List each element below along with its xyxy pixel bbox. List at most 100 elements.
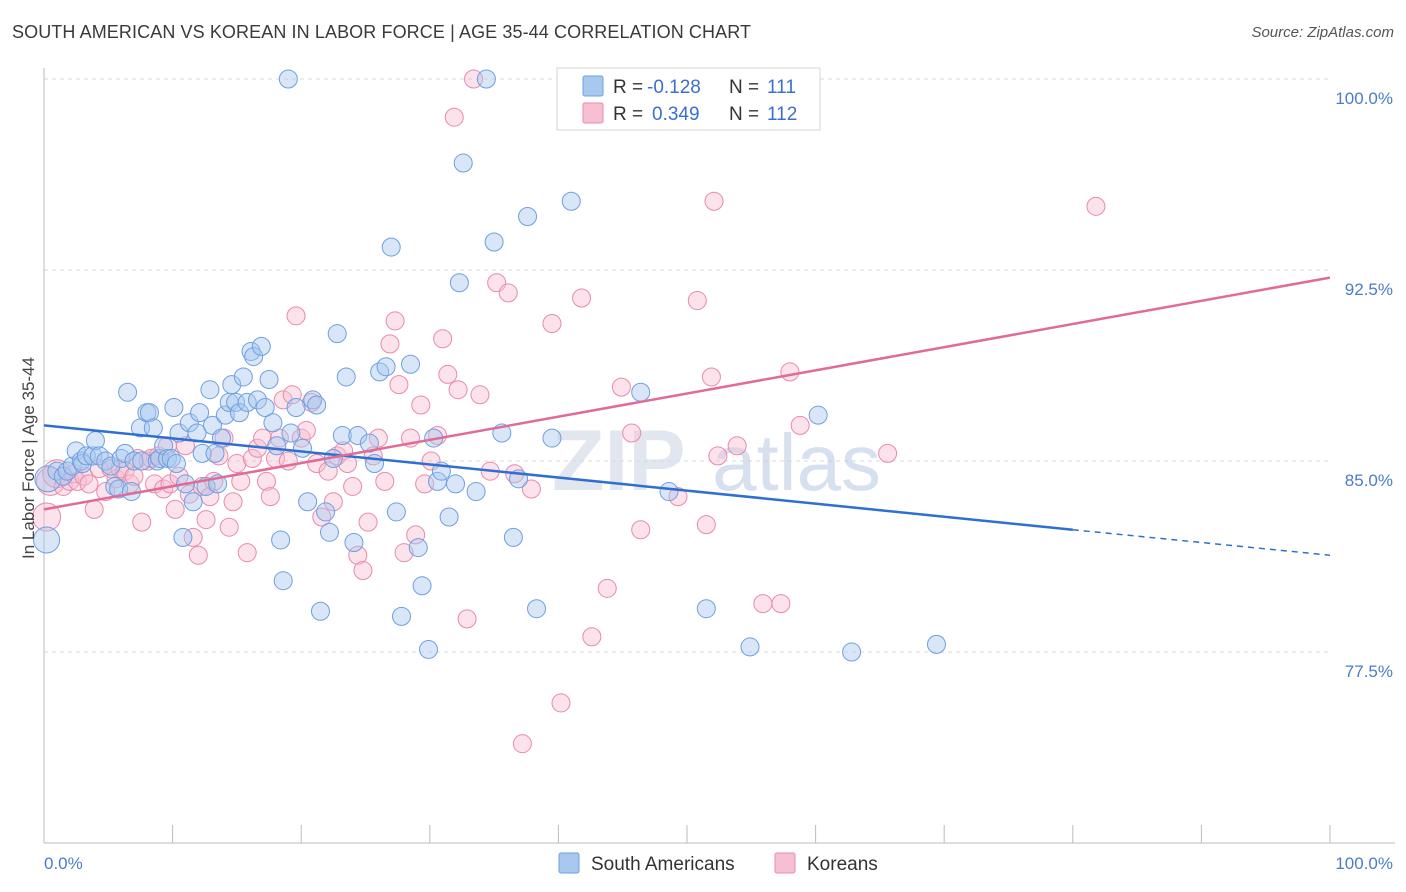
korean-point [188,545,208,565]
south-american-point [310,601,330,621]
south-american-point [316,502,336,522]
korean-point [343,476,363,496]
korean-point [611,377,631,397]
korean-point [780,362,800,382]
korean-point [444,107,464,127]
bottom-legend-label-south-americans: South Americans [591,854,735,875]
korean-point [457,609,477,629]
korean-point [318,461,338,481]
korean-point [385,311,405,331]
korean-point [237,543,257,563]
south-american-trend-extension [1072,529,1331,556]
south-american-point [83,446,103,466]
korean-point [375,471,395,491]
south-american-point [281,423,301,443]
south-american-point [251,336,271,356]
korean-point [696,515,716,535]
south-american-points [33,69,946,662]
korean-point [701,367,721,387]
south-american-point [484,232,504,252]
watermark: ZIP atlas [552,413,881,509]
korean-point [687,291,707,311]
south-american-point [319,522,339,542]
south-american-point [449,273,469,293]
korean-point [132,512,152,532]
korean-point [196,510,216,530]
south-american-point [466,482,486,502]
south-american-point [542,428,562,448]
y-tick-label-2: 92.5% [1345,280,1393,299]
south-american-point [263,413,283,433]
korean-point [32,502,62,532]
korean-point [790,415,810,435]
south-american-point [348,426,368,446]
south-american-point [808,405,828,425]
korean-point [389,375,409,395]
south-american-point [161,448,181,468]
south-american-point [926,634,946,654]
x-tick-label-min: 0.0% [44,854,83,873]
korean-point [231,471,251,491]
trend-lines [43,276,1331,556]
legend-r-label-2: R = [613,104,643,125]
south-american-point [376,357,396,377]
south-american-point [439,507,459,527]
south-american-point [386,502,406,522]
korean-point [470,385,490,405]
south-american-point [359,433,379,453]
korean-point [448,380,468,400]
chart-title: SOUTH AMERICAN VS KOREAN IN LABOR FORCE … [12,22,752,42]
y-tick-label-0: 77.5% [1345,662,1393,681]
south-american-point [408,538,428,558]
south-american-point [183,492,203,512]
south-american-point [118,382,138,402]
korean-point [358,512,378,532]
korean-point [631,520,651,540]
korean-point [542,313,562,333]
south-american-point [518,207,538,227]
south-american-point [47,461,67,481]
korean-point [227,454,247,474]
south-american-point [561,191,581,211]
watermark-zip: ZIP [552,413,686,509]
watermark-atlas: atlas [712,418,881,507]
korean-point [296,420,316,440]
bottom-legend: South Americans Koreans [558,852,878,875]
source-label: Source: ZipAtlas.com [1251,24,1394,41]
korean-point [183,527,203,547]
korean-point [286,306,306,326]
bottom-legend-label-koreans: Koreans [807,854,878,875]
south-american-point [101,456,121,476]
korean-point [282,385,302,405]
south-american-point [164,398,184,418]
korean-point [704,191,724,211]
korean-point [1086,196,1106,216]
south-american-point [273,571,293,591]
south-american-point [143,418,163,438]
bottom-legend-swatch-pink [774,852,796,874]
south-american-point [298,492,318,512]
korean-point [438,364,458,384]
south-american-point [631,382,651,402]
korean-point [878,443,898,463]
legend-swatch-pink [582,102,604,124]
south-american-point [401,354,421,374]
korean-point [521,479,541,499]
korean-point [498,283,518,303]
south-american-point [392,606,412,626]
korean-point [323,492,343,512]
south-american-point [96,451,116,471]
korean-point [411,395,431,415]
korean-point [67,471,87,491]
grid-lines [44,78,1330,653]
bottom-legend-swatch-blue [558,852,580,874]
south-american-point [344,532,364,552]
south-american-point [124,451,144,471]
south-american-trend-line [43,424,1073,532]
south-american-point [740,637,760,657]
south-american-point [327,324,347,344]
south-american-point [244,347,264,367]
south-american-point [255,398,275,418]
korean-point [708,446,728,466]
